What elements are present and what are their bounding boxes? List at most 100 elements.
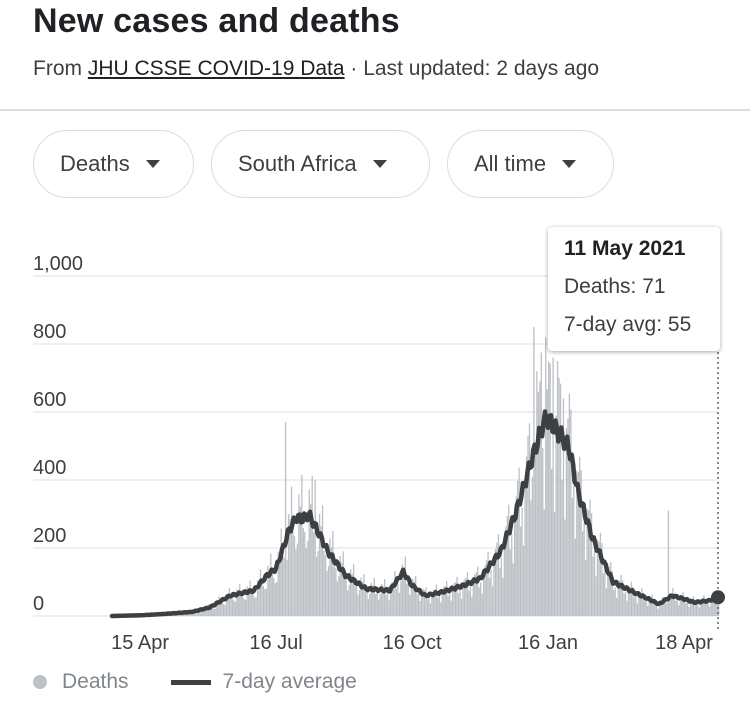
deaths-bar — [658, 602, 661, 616]
deaths-bar — [447, 595, 449, 616]
last-updated: · Last updated: 2 days ago — [344, 57, 600, 80]
deaths-bar — [488, 578, 491, 616]
deaths-bar — [363, 574, 365, 616]
deaths-bar — [607, 563, 609, 616]
deaths-bar — [211, 608, 213, 616]
deaths-legend-swatch — [33, 675, 47, 689]
y-tick-label: 200 — [33, 525, 66, 547]
deaths-bar — [323, 551, 325, 616]
chevron-down-icon — [562, 160, 577, 168]
deaths-bar — [388, 600, 390, 616]
deaths-bar — [339, 555, 341, 616]
deaths-bar — [462, 587, 464, 616]
deaths-bar — [446, 580, 448, 616]
deaths-bar — [688, 606, 690, 616]
deaths-bar — [240, 593, 242, 616]
deaths-bar — [635, 596, 637, 616]
deaths-bar — [676, 600, 678, 616]
deaths-bar — [686, 602, 689, 616]
deaths-bar — [549, 363, 551, 616]
deaths-bar — [579, 456, 581, 616]
deaths-bar — [379, 593, 381, 616]
deaths-bar — [336, 581, 338, 616]
deaths-bar — [412, 578, 414, 616]
source-link[interactable]: JHU CSSE COVID-19 Data — [87, 57, 345, 80]
average-line — [109, 409, 721, 619]
deaths-bar — [409, 594, 411, 616]
deaths-bar — [645, 600, 647, 616]
deaths-bar — [341, 562, 343, 616]
y-tick-label: 800 — [33, 321, 66, 343]
deaths-bar — [292, 532, 294, 616]
y-tick-label: 400 — [33, 457, 66, 479]
deaths-bar — [639, 592, 641, 616]
deaths-bar — [623, 593, 625, 616]
deaths-bar — [332, 531, 334, 616]
deaths-bar — [296, 543, 299, 616]
deaths-bar — [465, 577, 467, 616]
deaths-bar — [376, 592, 378, 616]
timeframe-dropdown[interactable]: All time — [447, 130, 614, 198]
deaths-bar — [222, 603, 225, 616]
deaths-bar — [568, 393, 571, 616]
deaths-bar — [715, 597, 717, 616]
header-divider — [0, 109, 750, 111]
deaths-bar — [577, 471, 579, 616]
deaths-bar — [573, 486, 575, 616]
deaths-bar — [315, 556, 318, 616]
deaths-bar — [599, 532, 602, 616]
deaths-bar — [267, 565, 269, 616]
deaths-bar — [633, 597, 636, 616]
deaths-bar — [484, 564, 486, 616]
deaths-bar — [443, 586, 445, 616]
deaths-bar — [500, 558, 503, 616]
deaths-bar — [327, 566, 330, 616]
deaths-bar — [550, 469, 553, 616]
deaths-bar — [542, 448, 544, 616]
deaths-bar — [444, 586, 446, 616]
deaths-bar — [562, 398, 565, 616]
deaths-bar — [338, 576, 340, 616]
deaths-bar — [459, 589, 461, 616]
deaths-bar — [261, 583, 263, 616]
deaths-bar — [308, 489, 310, 616]
deaths-bar — [367, 598, 370, 616]
deaths-bar — [258, 582, 260, 616]
deaths-bar — [506, 516, 508, 616]
tooltip-average: 7-day avg: 55 — [564, 313, 692, 336]
deaths-bar — [499, 567, 501, 616]
deaths-bar — [618, 580, 621, 616]
deaths-bar — [534, 442, 537, 616]
deaths-bar — [593, 550, 596, 616]
deaths-bar — [469, 586, 472, 616]
deaths-bar — [641, 588, 643, 616]
deaths-bar — [311, 476, 313, 616]
deaths-bar — [552, 357, 554, 616]
deaths-bar — [212, 608, 214, 616]
deaths-bar — [280, 528, 282, 616]
deaths-bar — [398, 592, 401, 616]
deaths-bar — [651, 594, 653, 616]
deaths-bar — [508, 504, 510, 616]
deaths-bar — [584, 559, 587, 616]
deaths-bar — [317, 551, 319, 616]
deaths-bar — [250, 592, 253, 616]
deaths-bar — [345, 580, 347, 616]
y-tick-label: 0 — [33, 593, 44, 615]
deaths-bar — [415, 575, 417, 616]
deaths-bar — [256, 580, 259, 616]
deaths-chart[interactable]: 0 200 400 600 800 1,000 15 Apr 16 Jul 16 Oct 16 … — [0, 215, 750, 665]
metric-dropdown[interactable]: Deaths — [33, 130, 194, 198]
deaths-bar — [454, 582, 457, 616]
deaths-bar — [453, 583, 455, 616]
deaths-bar — [570, 409, 572, 616]
deaths-bar — [666, 602, 668, 616]
location-dropdown[interactable]: South Africa — [211, 130, 430, 198]
deaths-bar — [262, 586, 265, 616]
deaths-bar — [355, 586, 358, 616]
deaths-bar — [669, 594, 671, 616]
deaths-bar — [434, 589, 436, 616]
deaths-bar — [682, 591, 684, 616]
deaths-bar — [692, 596, 695, 616]
deaths-bar — [378, 599, 380, 616]
